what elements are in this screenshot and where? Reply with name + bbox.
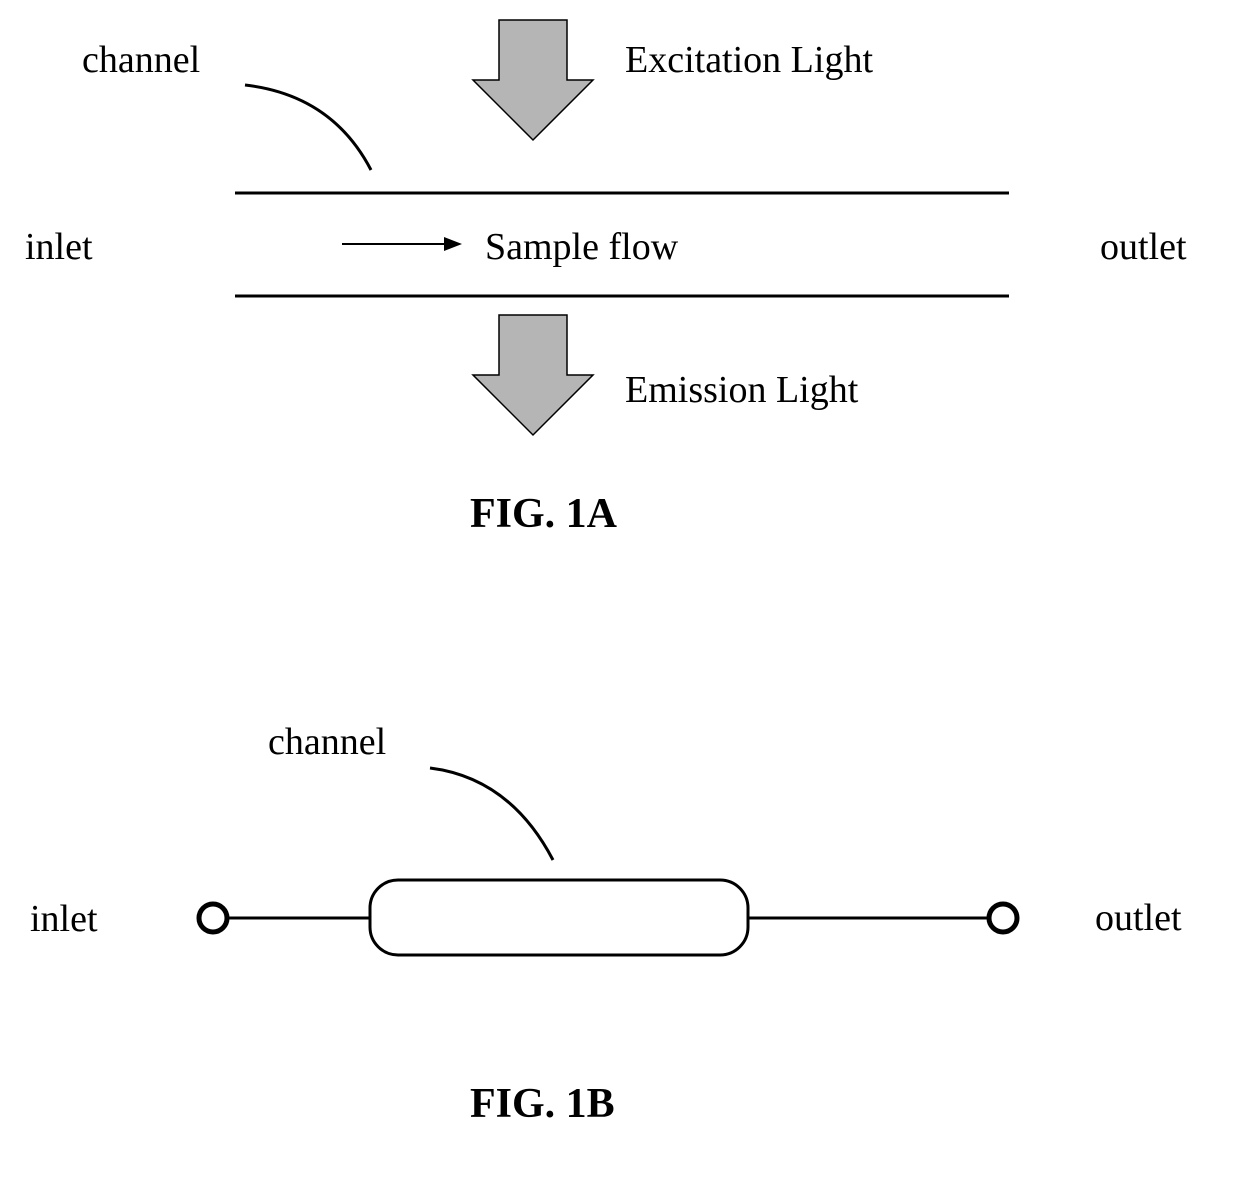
figA-channel-callout-curve <box>245 85 371 170</box>
figA-sample-flow-label: Sample flow <box>485 225 678 269</box>
figA-emission-arrow-icon <box>473 315 593 435</box>
figB-caption: FIG. 1B <box>470 1080 615 1128</box>
figA-excitation-label: Excitation Light <box>625 38 873 82</box>
figB-channel-rect <box>370 880 748 955</box>
diagram-canvas <box>0 0 1240 1183</box>
figA-outlet-label: outlet <box>1100 225 1187 269</box>
figB-channel-label: channel <box>268 720 386 764</box>
figA-inlet-label: inlet <box>25 225 93 269</box>
figB-channel-callout-curve <box>430 768 553 860</box>
figA-channel-label: channel <box>82 38 200 82</box>
figA-sample-flow-arrow-head <box>444 237 462 251</box>
figA-excitation-arrow-icon <box>473 20 593 140</box>
figA-emission-label: Emission Light <box>625 368 858 412</box>
figB-inlet-circle-icon <box>199 904 227 932</box>
figB-outlet-circle-icon <box>989 904 1017 932</box>
figA-caption: FIG. 1A <box>470 490 617 538</box>
figB-inlet-label: inlet <box>30 897 98 941</box>
figB-outlet-label: outlet <box>1095 896 1182 940</box>
